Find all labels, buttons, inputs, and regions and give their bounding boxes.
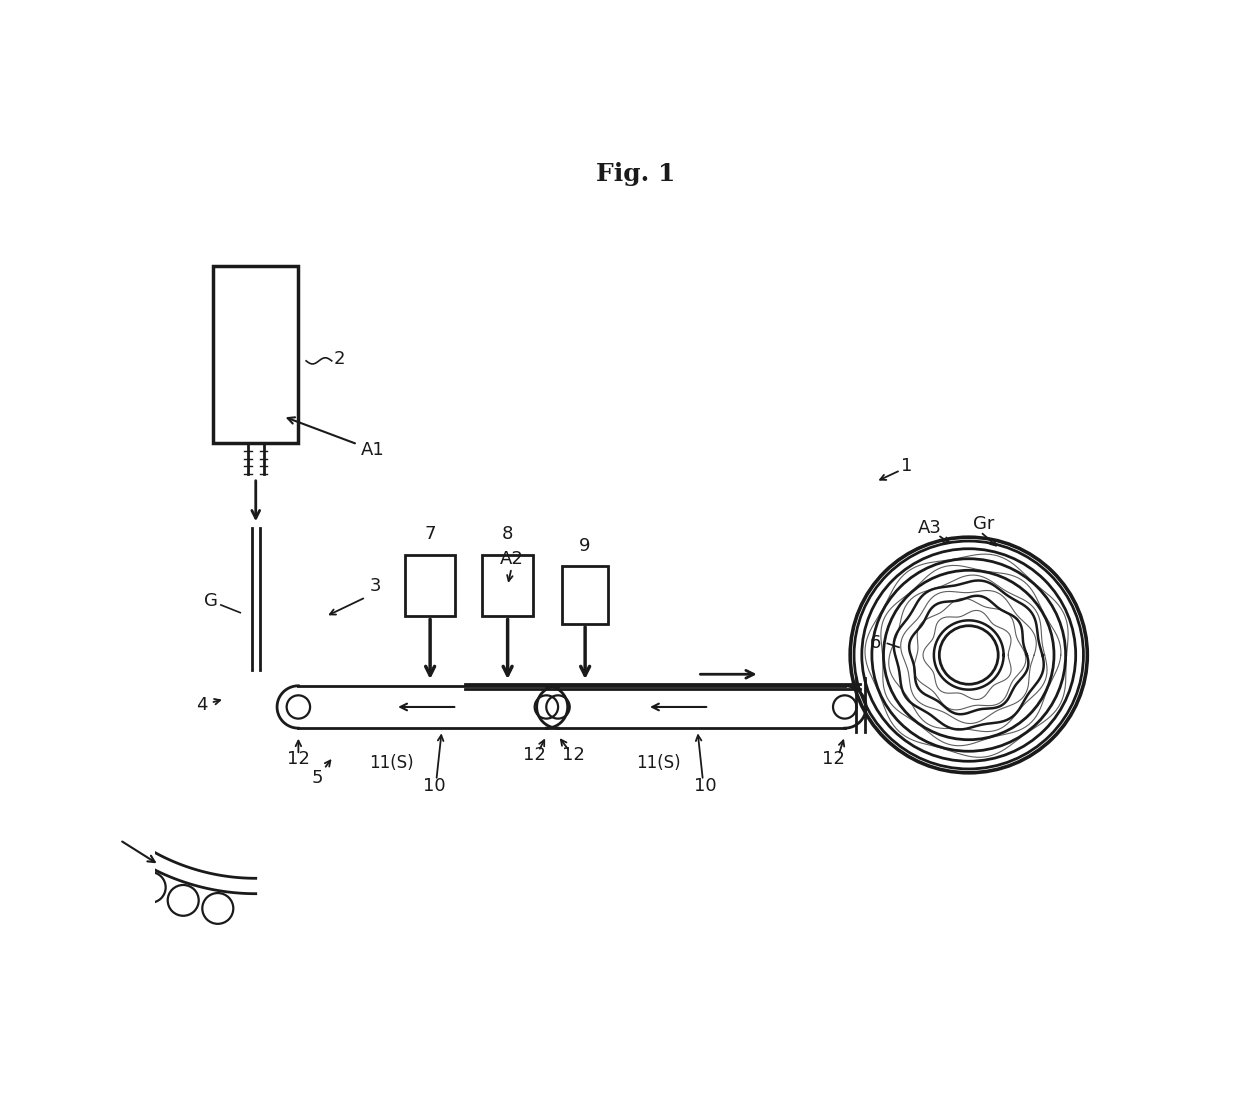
Circle shape [0,678,30,708]
Circle shape [76,832,107,863]
Text: 1: 1 [901,458,913,475]
Text: 4: 4 [196,696,207,714]
Bar [482,555,533,616]
Text: 8: 8 [502,526,513,543]
Text: 7: 7 [424,526,436,543]
Text: A3: A3 [918,519,942,537]
Text: G: G [203,592,218,610]
Text: 9: 9 [579,537,591,555]
Text: 11(S): 11(S) [636,753,681,772]
Text: A2: A2 [500,550,523,567]
Text: 5: 5 [312,769,324,787]
Text: 12: 12 [562,746,585,764]
Text: 10: 10 [423,776,445,795]
Circle shape [940,625,998,684]
Text: 12: 12 [822,750,844,768]
Text: 6: 6 [870,634,882,653]
Circle shape [135,872,166,902]
Bar [405,555,455,616]
Text: 12: 12 [286,750,310,768]
Circle shape [167,885,198,915]
Text: Gr: Gr [972,515,994,533]
Text: Fig. 1: Fig. 1 [595,162,676,186]
Text: A1: A1 [288,417,384,459]
Text: 11(S): 11(S) [370,753,414,772]
Circle shape [202,894,233,924]
Bar [562,566,609,624]
Text: 12: 12 [523,746,546,764]
Circle shape [31,777,62,808]
Circle shape [104,854,135,885]
Circle shape [16,746,47,776]
Text: 10: 10 [694,776,717,795]
Text: 3: 3 [370,577,382,595]
Text: 2: 2 [334,349,345,368]
Bar [213,266,299,443]
Circle shape [5,713,36,744]
Circle shape [52,807,83,838]
